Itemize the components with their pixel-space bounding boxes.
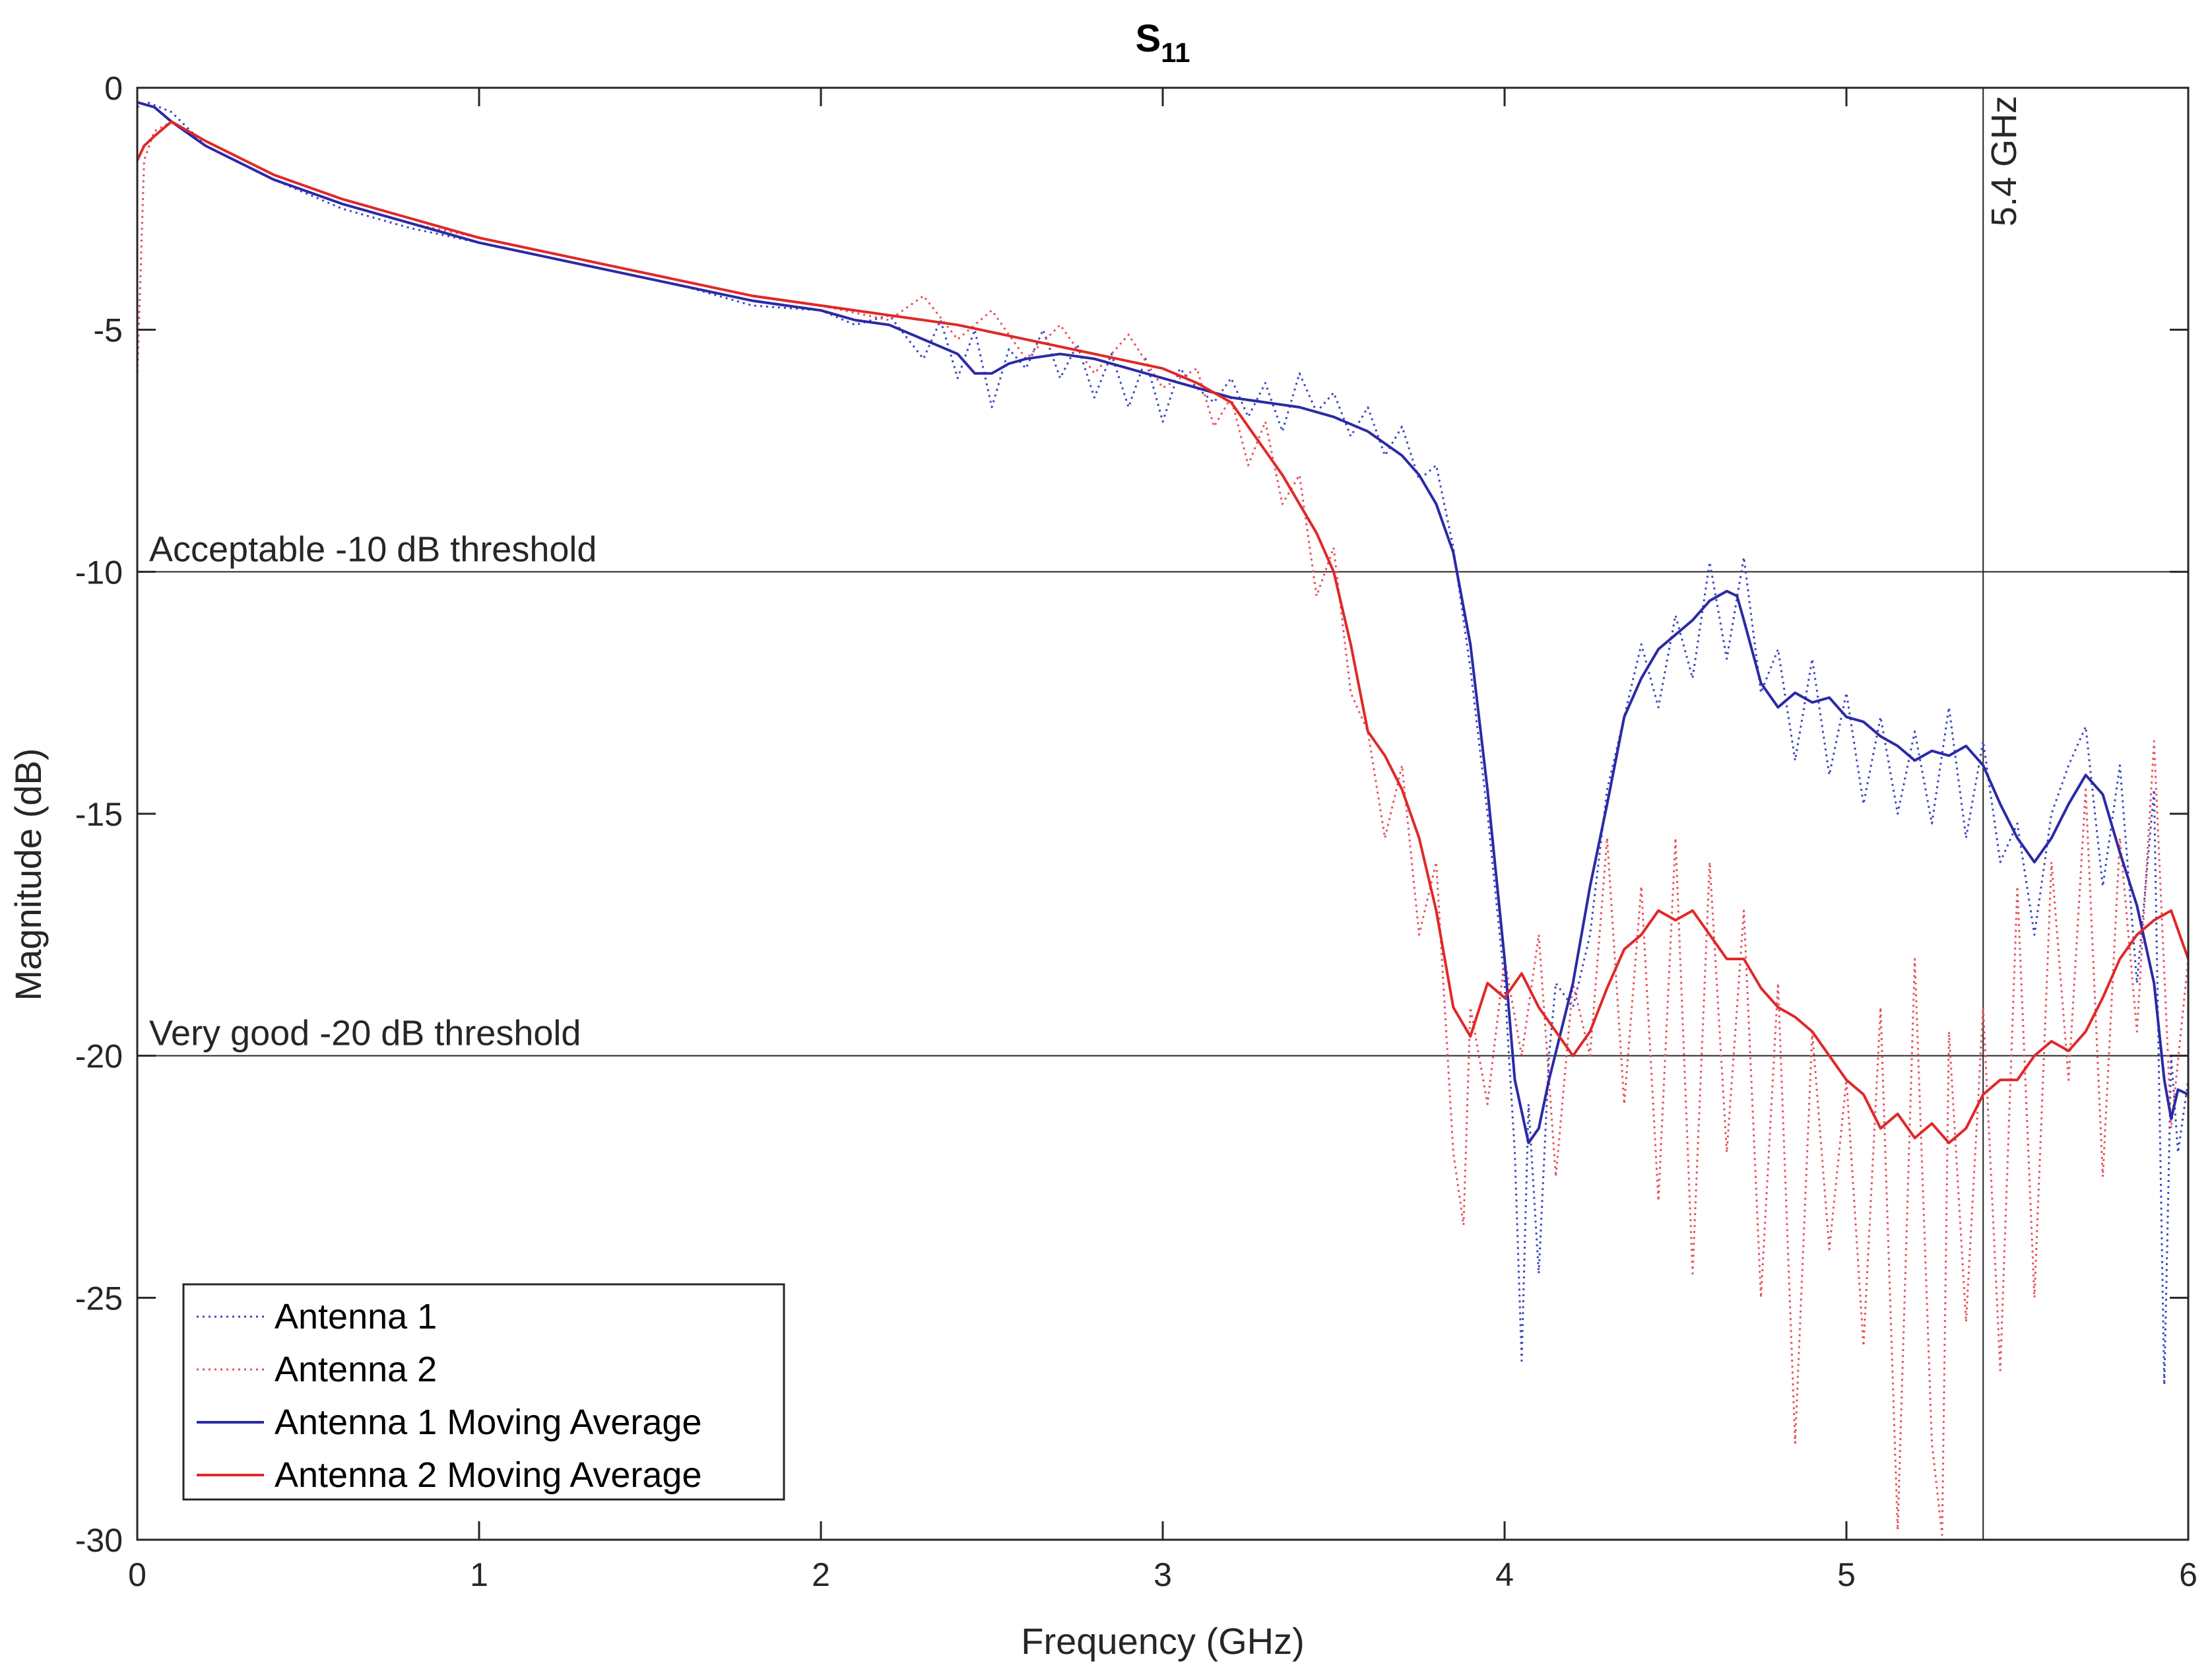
legend-box <box>182 1283 785 1501</box>
legend: Antenna 1 Antenna 2 Antenna 1 Moving Ave… <box>182 1283 785 1501</box>
y-tick-label: -10 <box>75 554 123 591</box>
x-axis-title: Frequency (GHz) <box>1021 1620 1304 1662</box>
y-tick-label: -30 <box>75 1522 123 1559</box>
series-line-antenna-1 <box>137 101 2190 1386</box>
legend-label-antenna-2: Antenna 2 <box>275 1350 437 1389</box>
ref-line-label-v-2: 5.4 GHz <box>1984 96 2024 226</box>
x-tick-label: 3 <box>1154 1556 1172 1593</box>
legend-label-antenna-1: Antenna 1 <box>275 1297 437 1336</box>
series-line-antenna-1-moving-average <box>137 101 2189 1144</box>
y-tick-label: -5 <box>94 312 123 349</box>
chart-title: S11 <box>1135 17 1190 68</box>
y-tick-label: -25 <box>75 1280 123 1317</box>
ref-line-label-h-1: Very good -20 dB threshold <box>149 1014 581 1053</box>
chart-title-main: S <box>1135 17 1161 60</box>
chart-title-subscript: 11 <box>1161 37 1190 68</box>
y-tick-label: -20 <box>75 1038 123 1075</box>
series-line-antenna-2 <box>136 120 2190 1536</box>
x-tick-label: 2 <box>812 1556 830 1593</box>
reference-lines: Acceptable -10 dB threshold Very good -20… <box>137 88 2188 1540</box>
x-tick-label: 6 <box>2179 1556 2197 1593</box>
ticks: 0 1 2 3 4 5 6 0 -5 -10 -15 -20 -25 -30 <box>75 70 2197 1593</box>
y-tick-label: -15 <box>75 796 123 833</box>
legend-label-antenna-2-ma: Antenna 2 Moving Average <box>275 1455 701 1495</box>
x-tick-label: 4 <box>1495 1556 1514 1593</box>
series-group <box>136 101 2190 1536</box>
series-line-antenna-2-moving-average <box>136 120 2190 1144</box>
x-tick-label: 5 <box>1837 1556 1856 1593</box>
x-tick-label: 1 <box>470 1556 488 1593</box>
ref-line-label-h-0: Acceptable -10 dB threshold <box>149 529 597 569</box>
y-axis-title: Magnitude (dB) <box>7 748 49 1001</box>
legend-label-antenna-1-ma: Antenna 1 Moving Average <box>275 1402 701 1442</box>
x-tick-label: 0 <box>128 1556 146 1593</box>
y-tick-label: 0 <box>104 70 123 107</box>
